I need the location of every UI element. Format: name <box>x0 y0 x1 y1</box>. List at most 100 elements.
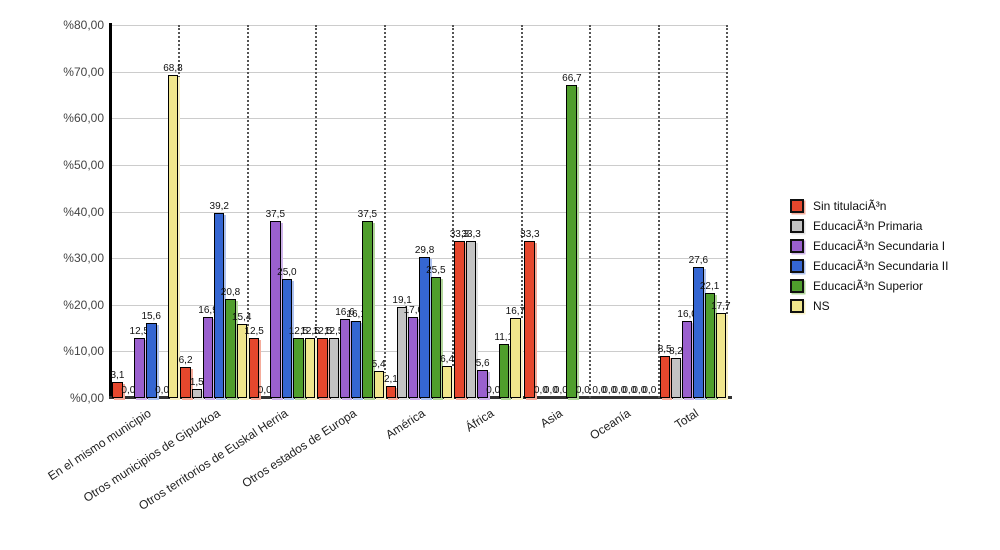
bar-value-label: 17,0 <box>403 304 424 316</box>
bar: 16,0 <box>677 310 697 398</box>
bar: 17,0 <box>404 305 423 398</box>
bar: 15,6 <box>141 312 161 398</box>
bar-value-label: 0,0 <box>622 385 637 396</box>
bar-value-label: 0,0 <box>592 385 607 396</box>
bar: 37,5 <box>358 210 377 398</box>
bar-value-label: 2,1 <box>383 374 398 386</box>
bar-value-label: 0,0 <box>533 385 548 396</box>
bar-value-label: 15,6 <box>141 311 161 323</box>
bar: 12,5 <box>130 326 149 398</box>
bar-value-label: 8,5 <box>657 344 672 356</box>
bar: 37,5 <box>266 210 285 398</box>
bar-value-label: 0,0 <box>121 385 136 396</box>
bar-value-label: 20,8 <box>220 287 241 299</box>
bar-value-label: 3,1 <box>110 369 125 381</box>
bar-value-label: 17,7 <box>711 301 731 313</box>
y-tick-label: %20,00 <box>63 297 104 312</box>
legend-swatch <box>790 299 804 313</box>
bar: 25,5 <box>426 266 446 398</box>
bar-value-label: 16,6 <box>335 306 355 318</box>
bar-value-label: 0,0 <box>155 385 170 396</box>
legend: Sin titulaciÃ³n EducaciÃ³n Primaria Educac… <box>790 199 948 319</box>
bar: 12,5 <box>289 326 308 398</box>
bar-value-label: 12,5 <box>312 325 333 337</box>
bar-value-label: 19,1 <box>392 294 412 306</box>
bar: 11,1 <box>494 333 513 398</box>
bar: 12,5 <box>324 326 343 398</box>
y-axis-tick-labels: %80,00 %70,00 %60,00 %50,00 %40,00 %30,00 %20,… <box>0 19 104 404</box>
bar: 12,5 <box>313 326 332 398</box>
y-tick-label: %70,00 <box>63 64 104 79</box>
legend-row: EducaciÃ³n Primaria <box>790 219 948 233</box>
bar-value-label: 0,0 <box>543 385 558 396</box>
y-tick-label: %0,00 <box>69 391 104 405</box>
bar: 33,3 <box>450 229 469 398</box>
bar: 19,1 <box>392 295 412 398</box>
bar-value-label: 0,0 <box>553 385 568 396</box>
bar-value-label: 0,0 <box>602 385 617 396</box>
legend-swatch <box>790 279 804 293</box>
legend-row: EducaciÃ³n Superior <box>790 279 948 293</box>
y-tick-label: %40,00 <box>63 204 104 219</box>
bar: 8,5 <box>658 345 672 398</box>
bar: 6,4 <box>440 355 454 398</box>
legend-label: NS <box>813 299 830 313</box>
bar: 8,2 <box>669 346 683 398</box>
legend-swatch <box>790 199 804 213</box>
bar-value-label: 0,0 <box>486 385 501 396</box>
bar-value-label: 68,8 <box>163 63 183 75</box>
bar-value-label: 66,7 <box>562 73 582 85</box>
legend-row: EducaciÃ³n Secundaria I <box>790 239 948 253</box>
legend-swatch <box>790 219 804 233</box>
legend-row: Sin titulaciÃ³n <box>790 199 948 213</box>
bar: 33,3 <box>520 229 540 398</box>
bar-value-label: 0,0 <box>575 385 590 396</box>
x-axis-category-labels: En el mismo municipio Otros municipios de… <box>46 402 728 542</box>
bar: 22,1 <box>700 281 719 398</box>
bar-value-label: 0,0 <box>632 385 647 396</box>
legend-label: EducaciÃ³n Secundaria I <box>813 239 946 253</box>
bar-value-label: 0,0 <box>257 385 272 396</box>
bar-value-label: 5,4 <box>371 358 386 370</box>
bar-value-label: 37,5 <box>357 209 378 221</box>
bar-value-label: 33,3 <box>461 228 481 240</box>
bar: 39,2 <box>210 202 229 398</box>
bar-value-label: 16,0 <box>677 309 697 321</box>
bar-value-label: 16,9 <box>198 305 218 317</box>
bar-value-label: 15,4 <box>232 312 252 324</box>
plot-area: 3,1 0,0 12,5 15,6 0,0 68,8 6,2 1,5 16,9 39,2 20,8 1… <box>110 25 731 398</box>
bar: 5,6 <box>476 358 490 398</box>
bar-value-label: 39,2 <box>209 201 229 213</box>
gridline <box>112 118 728 120</box>
bar-group: 3,1 0,0 12,5 15,6 0,0 68,8 <box>110 25 183 398</box>
bar: 29,8 <box>415 246 434 398</box>
bar-value-label: 12,5 <box>129 325 149 337</box>
bar-value-label: 29,8 <box>414 245 435 257</box>
bar: 27,6 <box>689 256 708 398</box>
gridline <box>112 164 728 166</box>
bar: 16,6 <box>335 307 355 398</box>
bar-group: 6,2 1,5 16,9 39,2 20,8 15,4 <box>179 25 252 398</box>
bar-value-label: 33,3 <box>520 228 540 240</box>
bar-value-label: 8,2 <box>668 345 683 357</box>
bar-group: 12,5 0,0 37,5 25,0 12,5 12,5 <box>244 25 320 398</box>
legend-swatch <box>790 259 804 273</box>
y-tick-label: %50,00 <box>63 157 104 172</box>
bar: 16,9 <box>198 306 218 398</box>
bar-value-label: 33,3 <box>449 228 470 240</box>
bar-group: 2,1 19,1 17,0 29,8 25,5 6,4 <box>383 25 455 398</box>
bar: 66,7 <box>562 74 582 398</box>
legend-swatch <box>790 239 804 253</box>
y-axis-line <box>109 23 112 399</box>
bar-value-label: 12,5 <box>323 325 344 337</box>
bar-group: 12,5 12,5 16,6 16,1 37,5 5,4 <box>313 25 386 398</box>
bar-value-label: 6,4 <box>440 354 455 366</box>
bar-group: 0,0 0,0 0,0 0,0 0,0 0,0 <box>591 25 660 398</box>
y-tick-label: %30,00 <box>63 251 104 266</box>
category-label: Total <box>672 406 702 432</box>
category-label-wrap: Total <box>454 404 701 432</box>
bar-group: 33,3 0,0 0,0 0,0 66,7 0,0 <box>520 25 592 398</box>
bar: 16,1 <box>346 309 366 398</box>
bar-value-label: 12,5 <box>288 325 309 337</box>
